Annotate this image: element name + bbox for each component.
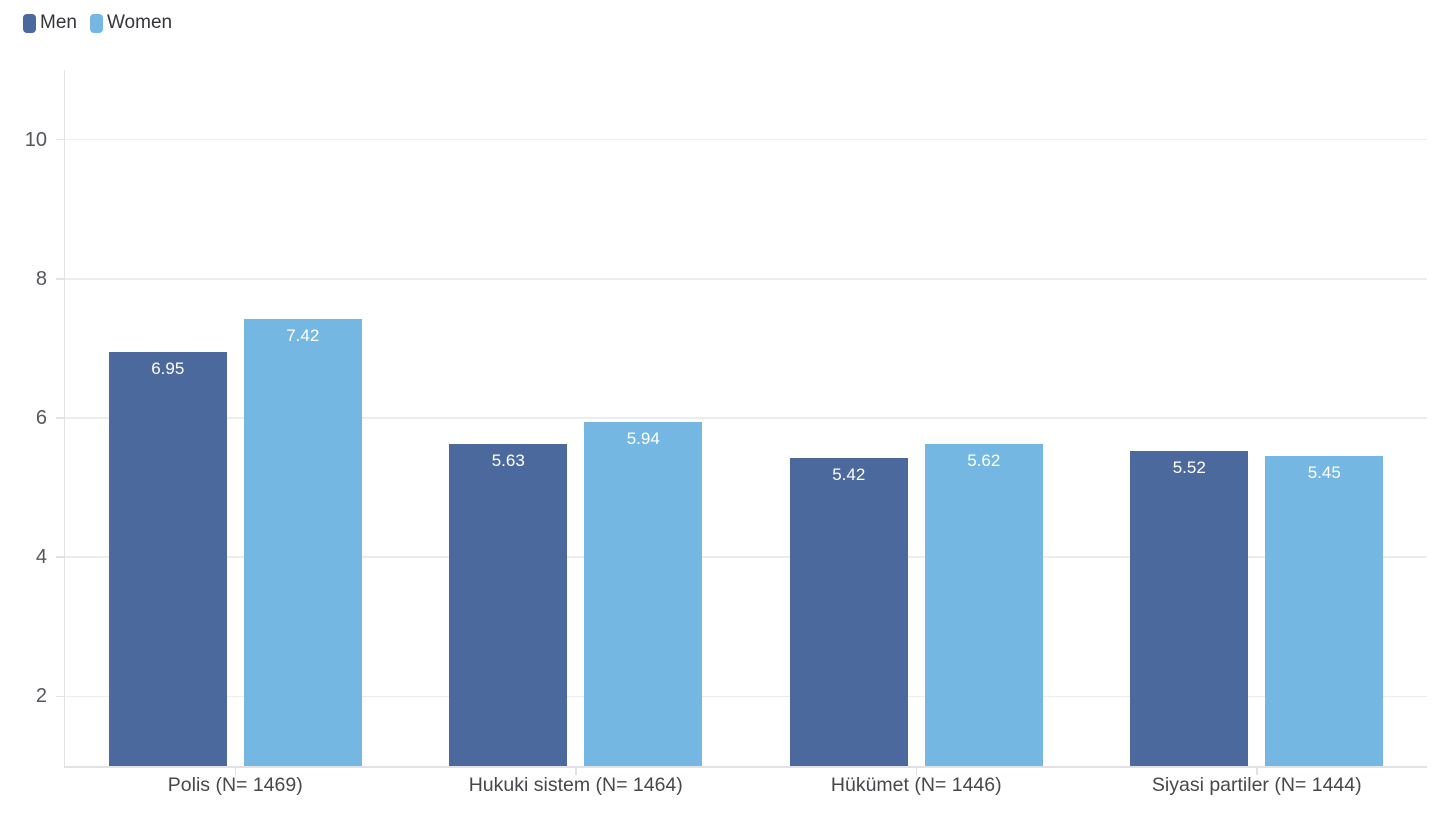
y-gridline (65, 138, 1427, 141)
bar-value-label: 5.42 (832, 465, 866, 485)
bar-value-label: 7.42 (286, 326, 320, 346)
bar-value-label: 5.94 (626, 429, 660, 449)
bar-women-4[interactable]: 5.45 (1265, 456, 1384, 766)
x-axis-tick (915, 766, 917, 775)
y-axis-tick-label: 10 (24, 128, 47, 151)
bar-women-3[interactable]: 5.62 (924, 444, 1043, 766)
y-axis-tick-label: 2 (35, 685, 47, 708)
bar-women-1[interactable]: 7.42 (243, 319, 362, 766)
x-axis-label: Polis (N= 1469) (167, 774, 303, 796)
y-axis-tick (56, 138, 65, 141)
legend-label-women: Women (106, 12, 173, 33)
bar-men-3[interactable]: 5.42 (789, 458, 908, 766)
legend-label-men: Men (40, 12, 77, 33)
x-axis-label: Hukuki sistem (N= 1464) (468, 774, 683, 796)
y-axis-tick (56, 695, 65, 698)
x-axis-tick (1256, 766, 1258, 775)
x-axis-label: Hükümet (N= 1446) (830, 774, 1002, 796)
legend-item-women[interactable]: Women (89, 12, 173, 34)
legend-item-men[interactable]: Men (23, 12, 77, 34)
y-gridline (65, 695, 1427, 698)
bar-value-label: 5.45 (1307, 463, 1341, 483)
y-gridline (65, 556, 1427, 558)
bar-value-label: 5.63 (491, 450, 525, 470)
y-gridline (65, 278, 1427, 280)
bar-men-4[interactable]: 5.52 (1130, 451, 1249, 766)
x-axis-tick (575, 766, 577, 775)
y-axis-tick (56, 417, 65, 419)
legend-swatch-men-icon (23, 13, 36, 33)
bar-value-label: 5.62 (967, 451, 1001, 471)
x-axis-line (63, 766, 1427, 768)
y-axis-tick (56, 278, 65, 280)
y-axis-tick (56, 556, 65, 558)
legend-swatch-women-icon (89, 13, 103, 33)
bar-value-label: 6.95 (151, 358, 185, 378)
y-axis-tick-label: 4 (35, 546, 47, 569)
chart-legend: Men Women (23, 12, 172, 34)
bar-value-label: 5.52 (1172, 458, 1206, 478)
y-axis-line (63, 70, 65, 768)
bar-men-2[interactable]: 5.63 (449, 443, 568, 766)
y-gridline (65, 417, 1427, 419)
bar-men-1[interactable]: 6.95 (108, 351, 227, 766)
x-axis-label: Siyasi partiler (N= 1444) (1151, 774, 1362, 796)
bar-women-2[interactable]: 5.94 (584, 422, 703, 766)
x-axis-tick (234, 766, 236, 775)
y-axis-tick-label: 6 (35, 407, 47, 429)
y-axis-tick-label: 8 (35, 267, 47, 290)
